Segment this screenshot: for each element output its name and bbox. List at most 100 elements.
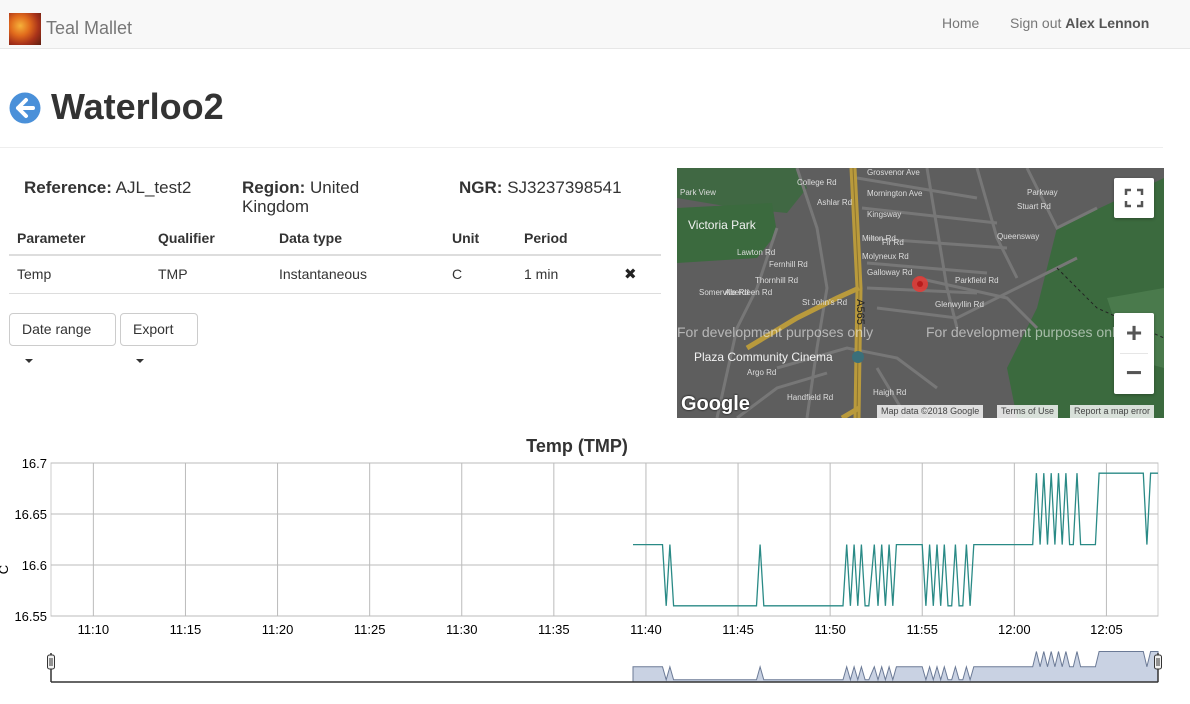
x-tick-label: 11:40 [630, 622, 662, 637]
x-tick-label: 12:05 [1090, 622, 1123, 637]
map-road-label: Mornington Ave [867, 189, 923, 198]
map-road-label: Argo Rd [747, 368, 777, 377]
range-navigator[interactable] [47, 651, 1162, 683]
caret-down-icon [136, 359, 144, 364]
map-fullscreen-button[interactable] [1114, 178, 1154, 218]
page-title: Waterloo2 [51, 86, 224, 127]
date-range-button[interactable]: Date range [9, 313, 116, 364]
chart-grid [50, 462, 1159, 617]
map-road-label: Thornhill Rd [755, 276, 799, 285]
cell-qualifier: TMP [150, 255, 271, 294]
y-tick-label: 16.65 [14, 507, 47, 522]
map-road-label: Haigh Rd [873, 388, 907, 397]
close-icon[interactable]: ✖ [624, 266, 637, 284]
table-row[interactable]: Temp TMP Instantaneous C 1 min ✖ [9, 255, 661, 294]
map-place-label: Plaza Community Cinema [694, 350, 833, 364]
fullscreen-icon [1124, 188, 1144, 208]
signout-label: Sign out [1010, 15, 1062, 31]
nav-home-link[interactable]: Home [942, 15, 980, 31]
divider [0, 147, 1163, 148]
map-road-label: A565 [853, 299, 866, 325]
map-road-label: St John's Rd [802, 298, 848, 307]
y-tick-label: 16.55 [14, 609, 47, 624]
series-line [633, 472, 1158, 607]
map-report-link[interactable]: Report a map error [1070, 405, 1155, 418]
ngr-info: NGR: SJ3237398541 [459, 178, 622, 198]
map-watermark: For development purposes only [926, 324, 1123, 340]
map-place-label: Victoria Park [688, 218, 756, 232]
map-road-label: Kingsway [867, 210, 902, 219]
map[interactable]: Grosvenor Ave Mornington Ave Kingsway Mi… [677, 168, 1164, 418]
brand-name[interactable]: Teal Mallet [46, 18, 133, 38]
map-terms-link[interactable]: Terms of Use [997, 405, 1059, 418]
navigator-left-handle[interactable] [47, 654, 55, 670]
x-tick-label: 11:10 [78, 622, 110, 637]
x-tick-label: 11:45 [722, 622, 754, 637]
caret-down-icon [25, 359, 33, 364]
reference-label: Reference: [24, 178, 112, 197]
reference-info: Reference: AJL_test2 [24, 178, 191, 198]
map-road-label: Stuart Rd [1017, 202, 1051, 211]
cell-data-type: Instantaneous [271, 255, 444, 294]
map-road-label: Lawton Rd [737, 248, 776, 257]
map-road-label: Milton Rd [862, 234, 896, 243]
x-tick-label: 11:25 [354, 622, 386, 637]
x-axis-ticks: 11:10 11:15 11:20 11:25 11:30 11:35 11:40 11:45… [78, 622, 1123, 637]
date-range-label: Date range [22, 321, 92, 337]
y-tick-label: 16.6 [22, 558, 47, 573]
navbar: Teal Mallet Home Sign out Alex Lennon [0, 0, 1190, 49]
google-logo[interactable]: Google [681, 393, 750, 415]
navigator-right-handle[interactable] [1154, 654, 1162, 670]
map-road-label: Fir Rd [882, 238, 904, 247]
map-watermark: For development purposes only [677, 324, 874, 340]
col-actions [616, 222, 661, 256]
table-header-row: Parameter Qualifier Data type Unit Perio… [9, 222, 661, 256]
map-road-label: Fernhill Rd [769, 260, 808, 269]
col-parameter: Parameter [9, 222, 150, 256]
cell-period: 1 min [516, 255, 616, 294]
y-axis-label: C [0, 565, 11, 574]
map-road-label: Queensway [997, 232, 1040, 241]
export-label: Export [133, 321, 174, 337]
col-unit: Unit [444, 222, 516, 256]
map-road-label: Somerville Rd [699, 288, 749, 297]
region-info: Region: United Kingdom [242, 178, 359, 216]
map-road-label: Parkfield Rd [955, 276, 999, 285]
map-zoom-control: + − [1114, 313, 1154, 394]
map-road-label: Galloway Rd [867, 268, 913, 277]
map-road-label: Parkway [1027, 188, 1058, 197]
map-road-label: Grosvenor Ave [867, 168, 920, 177]
back-arrow-icon[interactable] [9, 92, 41, 124]
x-tick-label: 11:50 [814, 622, 846, 637]
x-tick-label: 12:00 [998, 622, 1031, 637]
navigator-area [632, 651, 1159, 683]
parameter-table: Parameter Qualifier Data type Unit Perio… [9, 222, 661, 294]
col-qualifier: Qualifier [150, 222, 271, 256]
map-data-credit: Map data ©2018 Google [877, 405, 984, 418]
map-road-label: Aberdeen Rd [725, 288, 773, 297]
cell-unit: C [444, 255, 516, 294]
cell-parameter: Temp [9, 255, 150, 294]
export-button[interactable]: Export [120, 313, 198, 364]
map-road-label: Park View [680, 188, 716, 197]
ngr-value: SJ3237398541 [507, 178, 622, 197]
x-tick-label: 11:55 [906, 622, 938, 637]
col-period: Period [516, 222, 616, 256]
map-road-label: College Rd [797, 178, 837, 187]
map-road-label: Ashlar Rd [817, 198, 853, 207]
chart-title: Temp (TMP) [526, 436, 628, 456]
temperature-chart[interactable]: 16.7 16.65 16.6 16.55 11:10 11:15 11:20 11:25 1… [0, 455, 1170, 700]
y-tick-label: 16.7 [22, 456, 47, 471]
zoom-out-button[interactable]: − [1125, 357, 1143, 388]
x-tick-label: 11:20 [262, 622, 294, 637]
x-tick-label: 11:15 [170, 622, 202, 637]
reference-value: AJL_test2 [115, 178, 192, 197]
region-value-line1: United [310, 178, 360, 197]
region-value-line2: Kingdom [242, 197, 310, 216]
x-tick-label: 11:35 [538, 622, 570, 637]
zoom-in-button[interactable]: + [1125, 317, 1143, 348]
brand-logo[interactable] [9, 13, 41, 45]
nav-signout-link[interactable]: Sign out Alex Lennon [1010, 15, 1149, 31]
ngr-label: NGR: [459, 178, 503, 197]
region-label: Region: [242, 178, 306, 197]
